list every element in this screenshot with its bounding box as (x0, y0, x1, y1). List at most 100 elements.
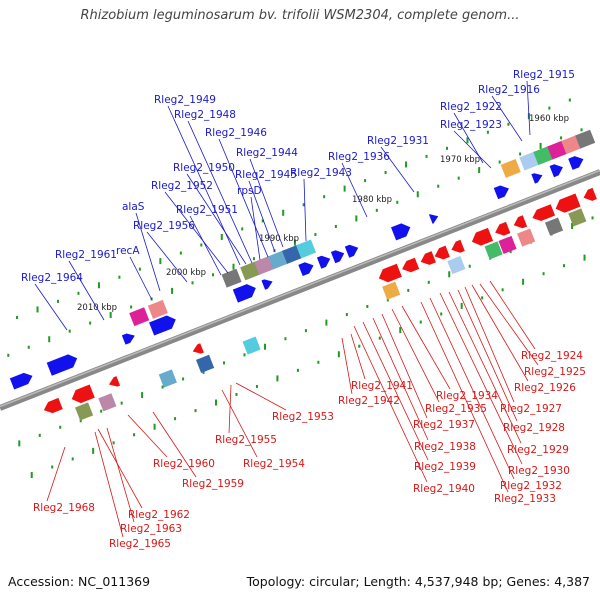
forward-gene (268, 250, 289, 270)
gene-arrow (434, 245, 450, 260)
leader-line (380, 146, 415, 193)
gene-label: Rleg2_1954 (243, 458, 305, 470)
leader-line (303, 178, 307, 242)
tick-mark (366, 304, 369, 308)
tick-mark (68, 329, 71, 333)
tick-mark (18, 440, 21, 447)
tick-mark (133, 433, 136, 437)
tick-mark (141, 392, 144, 399)
leader-line (457, 289, 518, 422)
tick-mark (364, 179, 367, 183)
reverse-gene (108, 376, 121, 387)
tick-mark (548, 106, 551, 110)
leader-line (350, 333, 366, 380)
tick-mark (407, 288, 410, 292)
gene-label: Rleg2_1963 (120, 523, 182, 535)
tick-mark (56, 299, 59, 303)
forward-gene (391, 223, 411, 241)
tick-mark (38, 433, 41, 437)
reverse-gene (484, 241, 503, 260)
gene-label: Rleg2_1916 (478, 84, 540, 96)
reverse-gene (420, 251, 436, 265)
gene-arrow (471, 227, 494, 246)
gene-label: Rleg2_1939 (414, 461, 476, 473)
tick-mark (59, 425, 62, 429)
gene-arrow (71, 384, 95, 404)
tick-mark (153, 423, 156, 430)
gene-arrow (108, 376, 121, 387)
gene-label: Rleg2_1925 (524, 366, 586, 378)
gene-box (575, 129, 596, 149)
gene-arrow (583, 187, 597, 201)
leader-line (353, 325, 428, 483)
leader-line (235, 382, 287, 411)
gene-arrow (451, 239, 465, 253)
gene-label: Rleg2_1933 (494, 493, 556, 505)
gene-label: Rleg2_1946 (205, 127, 267, 139)
gene-label: Rleg2_1927 (500, 403, 562, 415)
forward-gene (549, 164, 563, 178)
gene-arrow (192, 343, 204, 354)
gene-box (158, 369, 177, 388)
kbp-label: 1970 kbp (440, 155, 480, 165)
tick-mark (425, 154, 428, 158)
gene-arrow (493, 185, 509, 200)
tick-mark (571, 222, 574, 229)
tick-mark (419, 320, 422, 324)
leader-line (152, 411, 197, 478)
gene-arrow (378, 263, 402, 283)
forward-gene (232, 284, 256, 303)
tick-mark (138, 267, 141, 271)
gene-label: Rleg2_1936 (328, 151, 390, 163)
gene-box (500, 158, 521, 178)
tick-mark (77, 291, 80, 295)
leader-line (46, 446, 66, 502)
gene-arrow (420, 251, 436, 265)
gene-label: Rleg2_1962 (128, 509, 190, 521)
gene-arrow (495, 221, 511, 236)
leader-line (250, 196, 261, 261)
leader-line (129, 256, 153, 301)
tick-mark (243, 353, 246, 357)
gene-label: Rleg2_1932 (500, 480, 562, 492)
tick-mark (296, 368, 299, 372)
reverse-gene (382, 281, 401, 300)
forward-gene (298, 262, 314, 277)
forward-gene (330, 250, 345, 264)
tick-mark (276, 375, 279, 382)
tick-mark (563, 264, 566, 268)
gene-label: recA (116, 245, 140, 257)
gene-arrow (391, 223, 411, 241)
gene-label: rpsD (237, 185, 262, 197)
forward-gene (149, 315, 176, 336)
leader-line (249, 158, 284, 248)
backbone-highlight (0, 169, 600, 408)
leader-line (135, 212, 161, 292)
forward-gene (316, 255, 331, 269)
leader-line (221, 389, 258, 458)
tick-mark (30, 472, 33, 479)
tick-mark (16, 315, 19, 319)
gene-box (221, 268, 242, 288)
gene-box (75, 402, 94, 421)
gene-arrow (298, 262, 314, 277)
forward-gene (261, 279, 273, 290)
reverse-gene (544, 217, 564, 236)
gene-label: Rleg2_1950 (173, 162, 235, 174)
kbp-label: 1960 kbp (529, 114, 569, 124)
tick-mark (568, 98, 571, 102)
leader-line (381, 313, 428, 419)
gene-label: Rleg2_1938 (414, 441, 476, 453)
tick-mark (241, 227, 244, 231)
leader-line (187, 120, 253, 264)
gene-arrow (9, 372, 33, 390)
gene-label: Rleg2_1951 (176, 204, 238, 216)
tick-mark (159, 258, 162, 265)
tick-mark (89, 321, 92, 325)
gene-arrow (149, 315, 176, 336)
gene-layer (9, 129, 597, 421)
tick-mark (396, 200, 399, 204)
gene-arrow (549, 164, 563, 178)
gene-label: Rleg2_1952 (151, 180, 213, 192)
gene-label: Rleg2_1942 (338, 395, 400, 407)
